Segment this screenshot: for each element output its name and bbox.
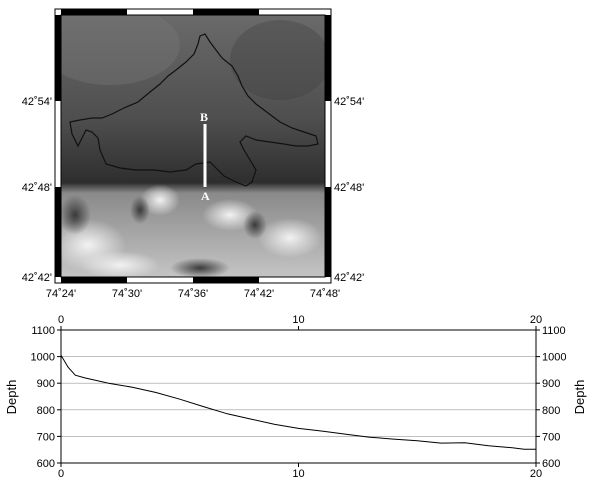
y-tick-label-left: 1000 (31, 352, 55, 364)
lake-outline-contour (69, 33, 319, 187)
depth-series-line (60, 355, 536, 450)
x-tick-label-top: 20 (530, 314, 542, 326)
lon-label-3: 74˚36' (178, 288, 208, 300)
y-tick-label-right: 900 (542, 378, 560, 390)
y-tick-label-right: 600 (542, 458, 560, 470)
y-tick-label-left: 1100 (31, 325, 55, 337)
profile-start-label-a: A (201, 189, 210, 203)
y-tick-label-left: 800 (37, 405, 55, 417)
bathymetry-map: B A 42˚54' 42˚48' 42˚42' 42˚54' 42˚48' 4… (22, 8, 364, 300)
y-tick-label-right: 1100 (542, 325, 566, 337)
x-tick-label-top: 0 (58, 314, 64, 326)
y-tick-label-left: 600 (37, 458, 55, 470)
x-tick-label-bottom: 0 (58, 468, 64, 479)
y-tick-label-right: 700 (542, 431, 560, 443)
x-tick-label-top: 10 (292, 314, 304, 326)
map-frame (54, 8, 332, 284)
map-relief (61, 15, 325, 277)
y-axis-title-right: Depth (572, 380, 587, 415)
y-tick-label-right: 1000 (542, 352, 566, 364)
lat-label-left-3: 42˚42' (22, 272, 52, 284)
lat-label-right-1: 42˚54' (334, 96, 364, 108)
lon-label-5: 74˚48' (310, 288, 340, 300)
lat-label-left-1: 42˚54' (22, 96, 52, 108)
profile-end-label-b: B (200, 110, 208, 124)
x-tick-label-bottom: 20 (530, 468, 542, 479)
y-tick-label-left: 700 (37, 431, 55, 443)
lat-label-left-2: 42˚48' (22, 182, 52, 194)
lon-label-4: 74˚42' (244, 288, 274, 300)
lon-label-1: 74˚24' (46, 288, 76, 300)
lat-label-right-3: 42˚42' (334, 272, 364, 284)
y-axis-title-left: Depth (4, 380, 19, 415)
lon-label-2: 74˚30' (112, 288, 142, 300)
lat-label-right-2: 42˚48' (334, 182, 364, 194)
y-tick-label-right: 800 (542, 405, 560, 417)
y-tick-label-left: 900 (37, 378, 55, 390)
x-tick-label-bottom: 10 (292, 468, 304, 479)
chart-plot-frame (60, 329, 537, 464)
